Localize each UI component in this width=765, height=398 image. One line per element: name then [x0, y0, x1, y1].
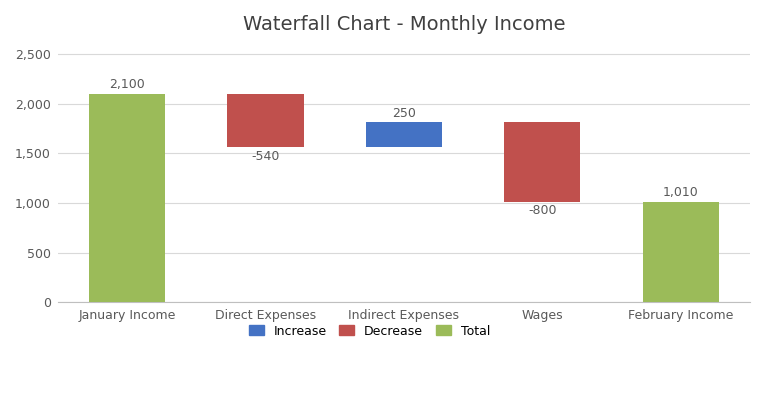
Bar: [504, 123, 581, 202]
Title: Waterfall Chart - Monthly Income: Waterfall Chart - Monthly Income: [243, 15, 565, 34]
Bar: [366, 123, 442, 147]
Text: 1,010: 1,010: [663, 186, 698, 199]
Bar: [643, 202, 719, 302]
Bar: [89, 94, 165, 302]
Text: 250: 250: [392, 107, 416, 120]
Text: -800: -800: [528, 204, 557, 217]
Text: -540: -540: [251, 150, 280, 163]
Legend: Increase, Decrease, Total: Increase, Decrease, Total: [243, 320, 495, 343]
Bar: [227, 94, 304, 147]
Text: 2,100: 2,100: [109, 78, 145, 91]
